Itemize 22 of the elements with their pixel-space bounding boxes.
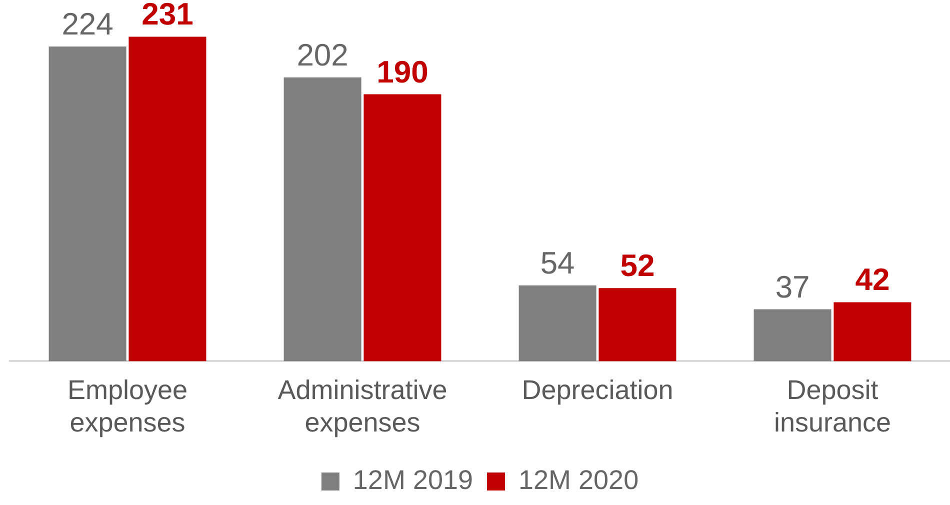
data-label: 202 bbox=[296, 37, 348, 72]
bar bbox=[48, 46, 126, 362]
data-label: 42 bbox=[855, 262, 890, 298]
bar bbox=[754, 309, 832, 362]
data-label: 54 bbox=[540, 245, 575, 280]
x-tick-label: Employee expenses bbox=[67, 374, 188, 438]
data-label: 37 bbox=[775, 269, 810, 304]
data-label: 231 bbox=[142, 0, 194, 32]
bar bbox=[834, 302, 912, 362]
data-label: 52 bbox=[620, 248, 655, 284]
bar bbox=[518, 285, 596, 362]
bar bbox=[364, 94, 442, 362]
bar bbox=[128, 36, 206, 362]
x-tick-label: Deposit insurance bbox=[774, 374, 892, 438]
legend-label: 12M 2020 bbox=[518, 464, 639, 495]
x-tick-label: Administrative expenses bbox=[278, 374, 448, 438]
legend-label: 12M 2019 bbox=[352, 464, 474, 495]
bar bbox=[598, 288, 676, 362]
x-tick-label: Depreciation bbox=[522, 374, 674, 405]
data-label: 190 bbox=[376, 54, 428, 90]
data-label: 224 bbox=[62, 6, 114, 42]
bar bbox=[284, 77, 362, 362]
